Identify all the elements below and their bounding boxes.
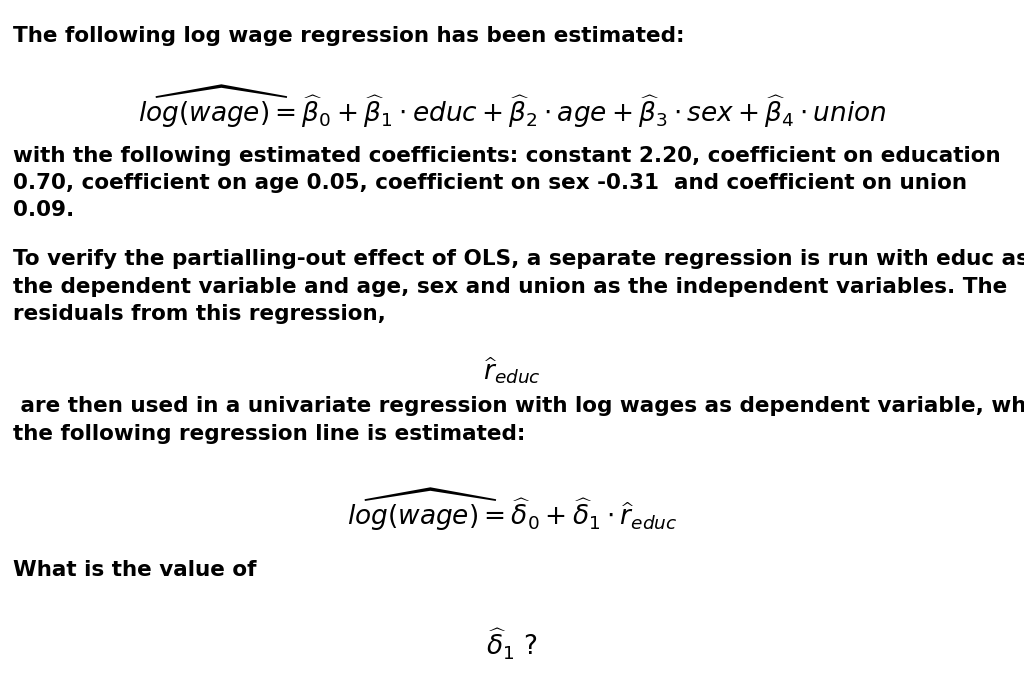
Text: are then used in a univariate regression with log wages as dependent variable, w: are then used in a univariate regression… — [13, 396, 1024, 444]
Text: To verify the partialling-out effect of OLS, a separate regression is run with e: To verify the partialling-out effect of … — [13, 249, 1024, 324]
Text: What is the value of: What is the value of — [13, 560, 257, 580]
Text: The following log wage regression has been estimated:: The following log wage regression has be… — [13, 26, 685, 46]
Text: $\widehat{\delta}_1 \ ?$: $\widehat{\delta}_1 \ ?$ — [486, 627, 538, 663]
Text: $\widehat{r}_{educ}$: $\widehat{r}_{educ}$ — [483, 355, 541, 385]
Text: with the following estimated coefficients: constant 2.20, coefficient on educati: with the following estimated coefficient… — [13, 146, 1000, 220]
Text: $\widehat{log(wage)} = \widehat{\beta}_0 + \widehat{\beta}_1 \cdot educ + \wideh: $\widehat{log(wage)} = \widehat{\beta}_0… — [137, 83, 887, 130]
Text: $\widehat{log(wage)} = \widehat{\delta}_0 + \widehat{\delta}_1 \cdot \widehat{r}: $\widehat{log(wage)} = \widehat{\delta}_… — [347, 486, 677, 534]
